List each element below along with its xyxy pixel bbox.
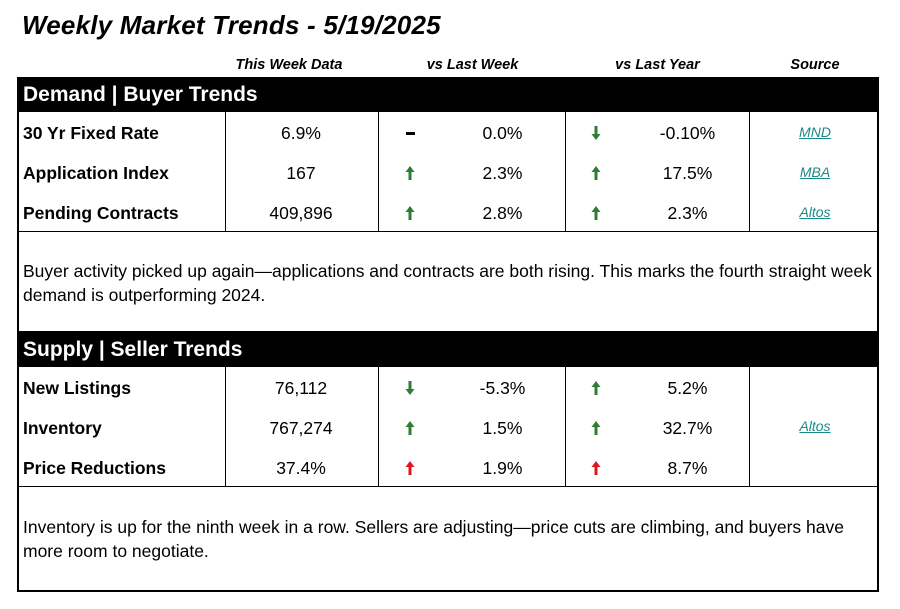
vs-last-year-value: 8.7% (667, 458, 708, 478)
supply-table (17, 367, 879, 487)
up-arrow-icon (405, 420, 415, 436)
source-link-mnd[interactable]: MND (799, 124, 831, 140)
vs-last-year-value: 17.5% (662, 163, 713, 183)
this-week-value: 167 (286, 163, 316, 183)
page-title: Weekly Market Trends - 5/19/2025 (22, 10, 441, 40)
vs-last-year-value: -0.10% (659, 123, 716, 143)
vs-last-week-value: 1.9% (482, 458, 523, 478)
up-arrow-icon (591, 380, 601, 396)
vs-last-week-value: 2.8% (482, 203, 523, 223)
this-week-value: 37.4% (276, 458, 326, 478)
up-arrow-icon (405, 165, 415, 181)
supply-section-header: Supply | Seller Trends (17, 332, 879, 367)
col-header-this-week: This Week Data (235, 57, 343, 73)
up-arrow-icon (591, 205, 601, 221)
up-arrow-icon (591, 460, 601, 476)
this-week-value: 76,112 (274, 378, 328, 398)
row-label: Application Index (23, 163, 169, 183)
this-week-value: 6.9% (281, 123, 321, 143)
source-link-altos-supply[interactable]: Altos (799, 418, 831, 434)
row-label: Inventory (23, 418, 102, 438)
row-label: Price Reductions (23, 458, 166, 478)
vs-last-week-value: 2.3% (482, 163, 523, 183)
no-change-dash-icon (406, 132, 415, 135)
this-week-value: 767,274 (269, 418, 333, 438)
col-header-vs-last-year: vs Last Year (615, 57, 700, 73)
source-link-altos[interactable]: Altos (799, 204, 831, 220)
supply-note: Inventory is up for the ninth week in a … (23, 517, 844, 561)
vs-last-year-value: 2.3% (667, 203, 708, 223)
vs-last-year-value: 32.7% (662, 418, 713, 438)
up-arrow-icon (591, 420, 601, 436)
vs-last-week-value: 1.5% (482, 418, 523, 438)
down-arrow-icon (591, 125, 601, 141)
demand-table (17, 112, 879, 232)
up-arrow-icon (405, 460, 415, 476)
col-header-vs-last-week: vs Last Week (426, 57, 519, 73)
vs-last-week-value: -5.3% (479, 378, 526, 398)
this-week-value: 409,896 (269, 203, 333, 223)
down-arrow-icon (405, 380, 415, 396)
col-header-source: Source (790, 57, 840, 73)
vs-last-week-value: 0.0% (482, 123, 523, 143)
row-label: 30 Yr Fixed Rate (23, 123, 159, 143)
row-label: Pending Contracts (23, 203, 179, 223)
up-arrow-icon (591, 165, 601, 181)
source-link-mba[interactable]: MBA (799, 164, 831, 180)
row-label: New Listings (23, 378, 131, 398)
demand-section-header: Demand | Buyer Trends (17, 77, 879, 112)
up-arrow-icon (405, 205, 415, 221)
vs-last-year-value: 5.2% (667, 378, 708, 398)
supply-note-box (17, 486, 879, 592)
demand-note: Buyer activity picked up again—applicati… (23, 261, 872, 305)
